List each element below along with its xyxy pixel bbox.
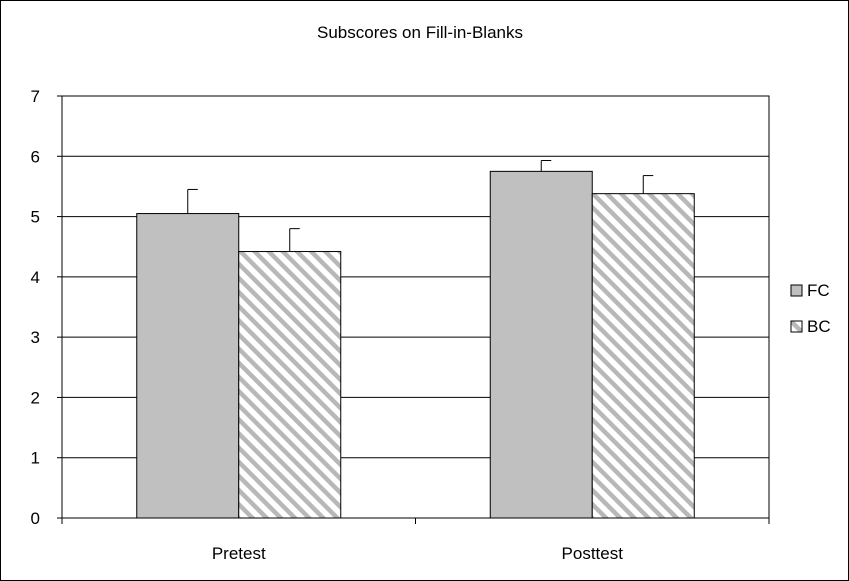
chart-title: Subscores on Fill-in-Blanks bbox=[317, 23, 523, 42]
legend-label-fc: FC bbox=[807, 281, 830, 300]
x-category-label: Posttest bbox=[562, 544, 624, 563]
bar-fc-posttest bbox=[489, 170, 593, 519]
legend-swatch-bc bbox=[790, 320, 803, 333]
legend-swatch-fc bbox=[790, 284, 803, 297]
bar-bc-pretest bbox=[238, 251, 342, 519]
bar-fc-pretest bbox=[136, 213, 240, 519]
y-tick-label: 7 bbox=[31, 87, 40, 106]
y-tick-label: 1 bbox=[31, 449, 40, 468]
y-tick-label: 5 bbox=[31, 208, 40, 227]
x-category-label: Pretest bbox=[212, 544, 266, 563]
plot-area: 0 1 2 3 4 5 6 7 Pretest Posttest bbox=[31, 87, 770, 563]
y-tick-label: 4 bbox=[31, 268, 40, 287]
y-tick-label: 2 bbox=[31, 388, 40, 407]
legend-label-bc: BC bbox=[807, 317, 831, 336]
bar-bc-posttest bbox=[591, 193, 695, 519]
y-tick-label: 6 bbox=[31, 147, 40, 166]
y-tick-label: 3 bbox=[31, 328, 40, 347]
y-tick-label: 0 bbox=[31, 509, 40, 528]
legend: FC BC bbox=[790, 281, 831, 336]
